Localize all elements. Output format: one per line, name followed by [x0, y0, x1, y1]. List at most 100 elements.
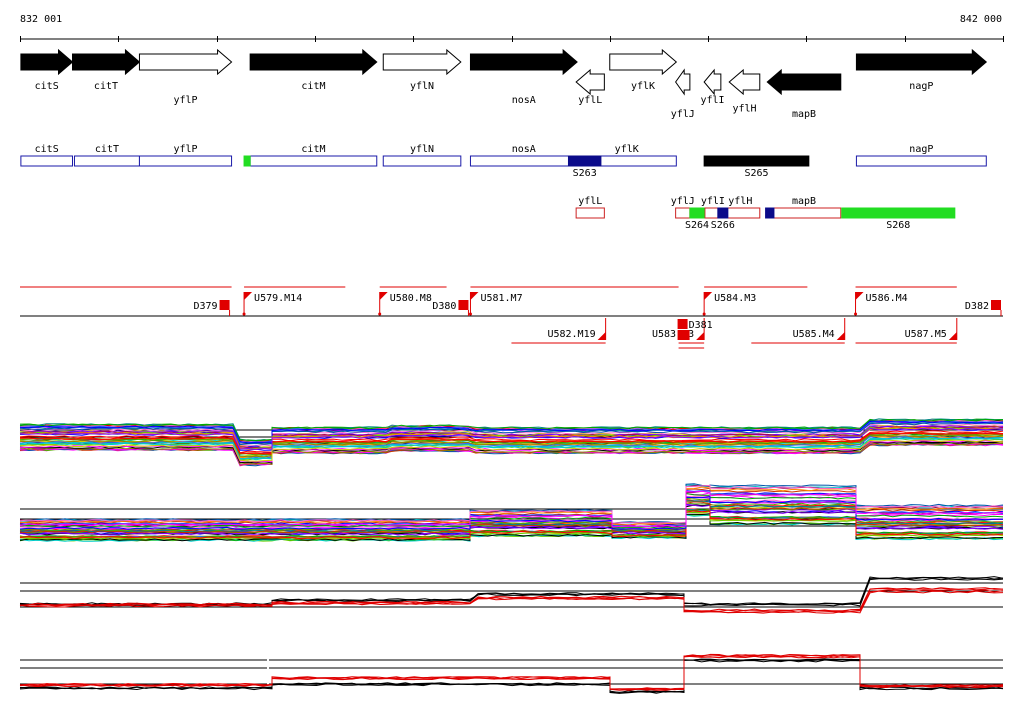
expression-curve [19, 576, 1004, 606]
feature-label-S264: S264 [685, 220, 709, 231]
promoter-dot [854, 312, 858, 316]
unit-label-U587.M5: U587.M5 [905, 329, 947, 340]
expression-curve [19, 420, 1004, 444]
gene-arrow-yflN [382, 48, 462, 76]
feature-block [243, 155, 251, 167]
terminator-mark [677, 319, 688, 329]
feature-label-S268: S268 [886, 220, 910, 231]
segment-label-yflK: yflK [615, 144, 639, 155]
segment-box-yflN [382, 155, 462, 167]
gene-label-yflI: yflI [700, 95, 724, 106]
expression-curve [19, 442, 1004, 465]
expression-curve [19, 587, 1004, 612]
gene-arrow-nagP [855, 48, 988, 76]
promoter-dot [702, 312, 706, 316]
segment-label-citS: citS [35, 144, 59, 155]
expression-curve [19, 437, 1004, 461]
gene-label-yflH: yflH [732, 103, 756, 114]
segment-box-nosA [469, 155, 578, 167]
segment-box-yflP [138, 155, 233, 167]
gene-arrow-nosA [469, 48, 578, 76]
segment-label-yflI: yflI [701, 196, 725, 207]
gene-label-yflP: yflP [173, 95, 197, 106]
unit-label-U584.M3: U584.M3 [714, 293, 756, 304]
terminator-mark [219, 300, 230, 310]
segment-label-nagP: nagP [909, 144, 933, 155]
feature-label-S263: S263 [573, 168, 597, 179]
segment-label-yflN: yflN [410, 144, 434, 155]
unit-label-D381: D381 [689, 320, 713, 331]
expression-curve [19, 418, 1004, 442]
expression-curve [19, 427, 1004, 451]
promoter-flag [855, 292, 864, 300]
gene-label-yflL: yflL [578, 95, 602, 106]
expression-curve [19, 500, 1004, 533]
expression-curve [19, 653, 1004, 691]
expression-curve [19, 432, 1004, 455]
gene-label-citS: citS [35, 81, 59, 92]
promoter-dot [468, 312, 472, 316]
gene-label-citT: citT [94, 81, 118, 92]
unit-label-D382: D382 [965, 301, 989, 312]
gene-arrow-citM [249, 48, 378, 76]
terminator-mark [677, 330, 690, 340]
segment-label-citT: citT [95, 144, 119, 155]
gene-track: citS citT yflP citM yflN nosA yflL yflK yflJ yflI… [20, 48, 988, 120]
expression-curve [19, 490, 1004, 528]
gene-arrow-yflL [575, 68, 605, 96]
feature-block [567, 155, 602, 167]
coordinate-ruler: 832 001 842 000 [20, 14, 1004, 42]
expression-curve [19, 440, 1004, 463]
expression-curve [19, 484, 1004, 524]
expression-curve [19, 511, 1004, 540]
gene-label-mapB: mapB [792, 109, 816, 120]
expression-profile-track [19, 418, 1004, 694]
feature-block [765, 207, 775, 219]
unit-label-U585.M4: U585.M4 [793, 329, 835, 340]
promoter-flag [704, 292, 713, 300]
segment-label-yflL: yflL [578, 196, 602, 207]
promoter-flag [597, 332, 606, 340]
segment-box-citT [73, 155, 140, 167]
segment-label-yflJ: yflJ [671, 196, 695, 207]
expression-curve [19, 486, 1004, 526]
expression-curve [19, 426, 1004, 450]
expression-curve [19, 658, 1004, 694]
promoter-flag [696, 332, 705, 340]
segment-label-mapB: mapB [792, 196, 816, 207]
expression-curve [19, 493, 1004, 529]
promoter-dot [242, 312, 246, 316]
segment-label-yflH: yflH [728, 196, 752, 207]
gene-label-yflN: yflN [410, 81, 434, 92]
unit-label-U580.M8: U580.M8 [390, 293, 432, 304]
segment-track: citS citT yflP citM yflN nosA yflK nagP S263 S265… [20, 144, 987, 231]
expression-curve [20, 501, 1004, 534]
segment-box-nagP [855, 155, 987, 167]
ruler-end-label: 842 000 [960, 14, 1002, 25]
gene-arrow-mapB [766, 68, 842, 96]
expression-curve [19, 504, 1004, 536]
gene-label-nosA: nosA [512, 95, 536, 106]
unit-label-U579.M14: U579.M14 [254, 293, 302, 304]
gene-arrow-yflI [703, 68, 722, 96]
unit-label-U581.M7: U581.M7 [480, 293, 522, 304]
unit-label-D379: D379 [193, 301, 217, 312]
terminator-mark [991, 300, 1001, 310]
expression-curve [19, 423, 1004, 447]
unit-label-U582.M19: U582.M19 [547, 329, 595, 340]
segment-label-citM: citM [301, 144, 325, 155]
expression-curve [19, 589, 1004, 614]
promoter-flag [948, 332, 957, 340]
expression-curve [19, 437, 1004, 460]
feature-block [717, 207, 729, 219]
expression-curve [19, 513, 1004, 542]
promoter-flag [470, 292, 479, 300]
expression-curve [19, 654, 1004, 691]
gene-arrow-citS [20, 48, 74, 76]
feature-block [689, 207, 705, 219]
segment-label-yflP: yflP [173, 144, 197, 155]
expression-curve [19, 430, 1004, 454]
gene-label-citM: citM [301, 81, 325, 92]
